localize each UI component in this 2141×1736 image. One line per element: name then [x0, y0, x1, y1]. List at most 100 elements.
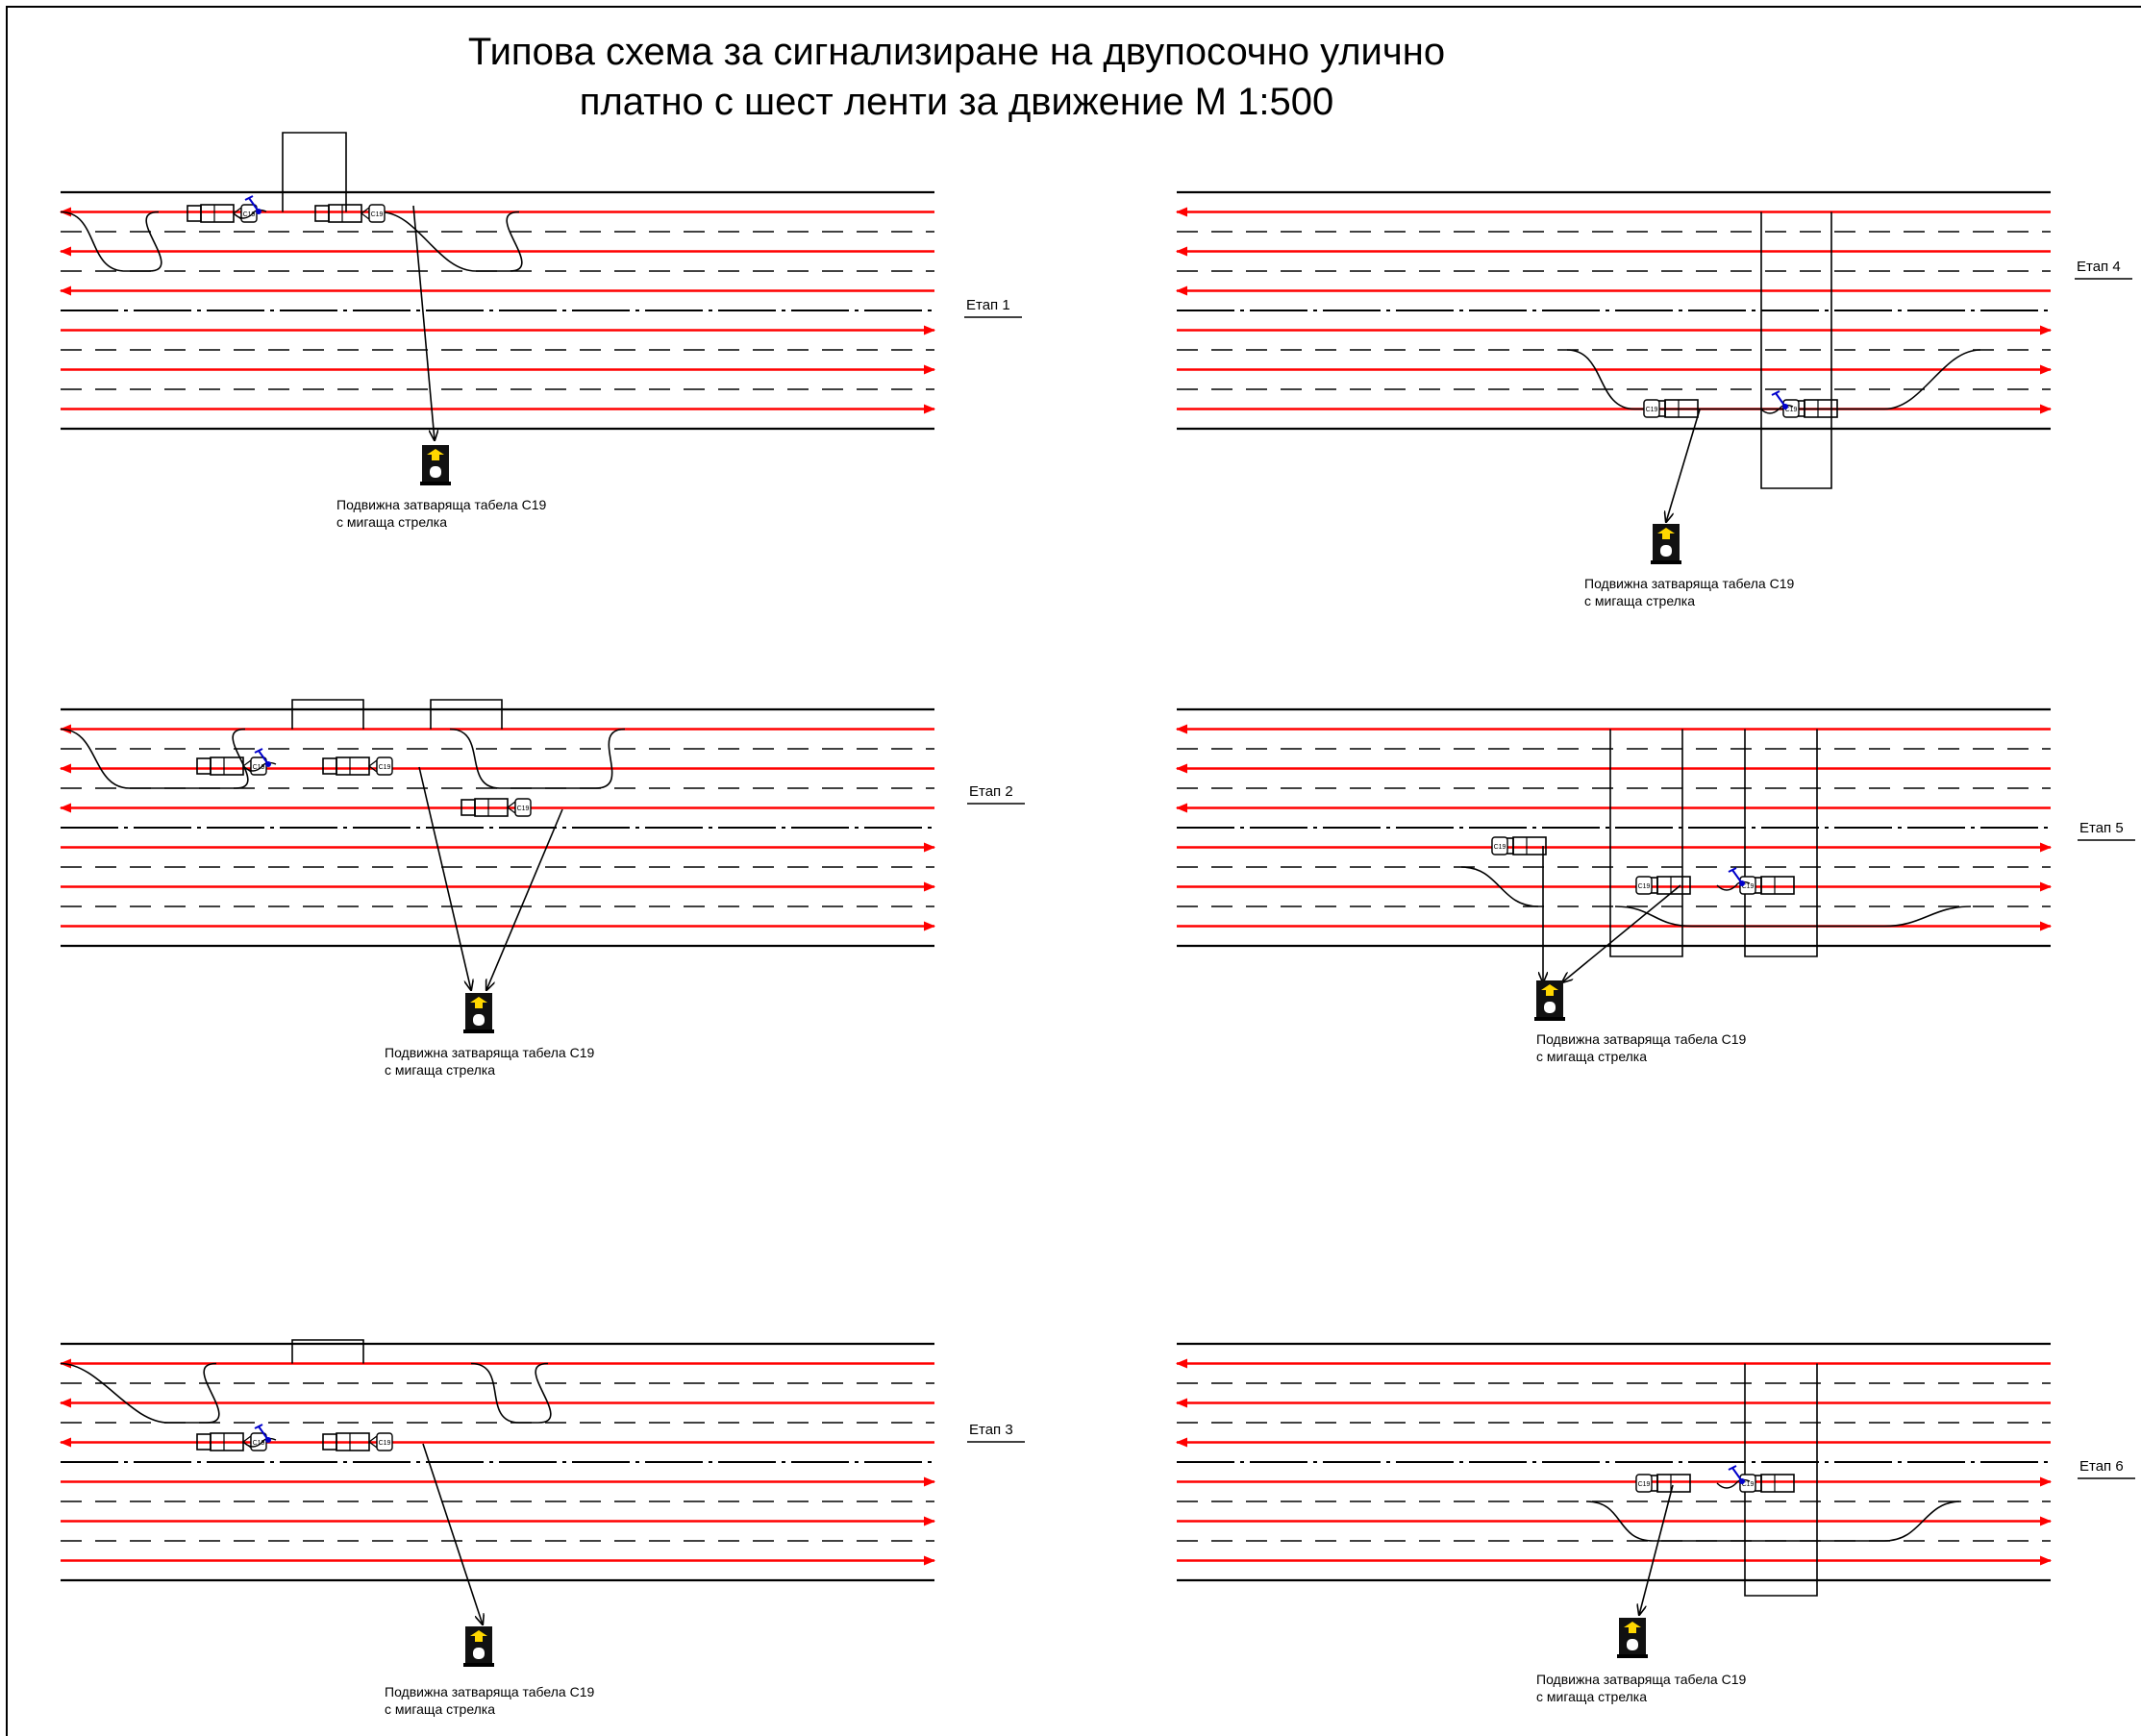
worker-dot [1739, 1478, 1745, 1484]
trailer-sign-code: С19 [1638, 1481, 1651, 1488]
board-light [473, 1648, 485, 1659]
vehicle-cab [196, 757, 212, 775]
trailer-sign [514, 798, 532, 817]
worker-bar [254, 748, 263, 754]
trailer-sign-code: С19 [379, 1440, 391, 1447]
trailer-sign-code: С19 [1494, 844, 1506, 851]
cable [1759, 404, 1794, 414]
flashing-arrow [1541, 984, 1558, 996]
board-base [463, 1029, 494, 1033]
vehicle-cab [322, 757, 337, 775]
dimension-bracket [1609, 729, 1683, 957]
board-light [1627, 1639, 1638, 1650]
board-light [1544, 1002, 1556, 1013]
worker-bar [1728, 1465, 1737, 1471]
vehicle-cab [187, 205, 202, 222]
work-vehicle: С19 [1635, 876, 1691, 895]
trailer-sign [1635, 1474, 1653, 1493]
trailer-sign-code: С19 [253, 764, 265, 771]
dimension-bracket [291, 699, 364, 730]
worker-dot [265, 1437, 271, 1443]
work-vehicle: С19 [1635, 1474, 1691, 1493]
leader-arrow [486, 808, 563, 990]
tow-bar [361, 206, 370, 221]
cable [233, 209, 267, 219]
trailer-sign [376, 756, 393, 776]
worker-bar [1728, 867, 1737, 873]
board-base [420, 482, 451, 485]
flashing-arrow [1657, 528, 1675, 539]
leader-arrow [1639, 1484, 1674, 1615]
stage-label: Етап 4 [2077, 259, 2121, 275]
stage-label: Етап 2 [969, 783, 1013, 800]
vehicle-cab [314, 205, 330, 222]
flashing-arrow [427, 449, 444, 460]
worker-dot [1739, 880, 1745, 886]
title-line-2: платно с шест ленти за движение М 1:500 [579, 81, 1334, 123]
cable [1716, 880, 1751, 891]
scheme-title: Типова схема за сигнализиране на двупосо… [0, 27, 1913, 127]
work-vehicle: С19 [1716, 1465, 1795, 1493]
dimension-bracket [430, 699, 503, 730]
stage-panel-1: С19 С19 Етап 1 Подвижна затваряща табела С1… [60, 132, 1022, 530]
work-vehicle: С19 [322, 1432, 393, 1451]
sign-caption-line-2: с мигаща стрелка [385, 1062, 495, 1078]
vehicle-cab [322, 1433, 337, 1451]
vehicle-body [200, 204, 235, 223]
board-base [463, 1663, 494, 1667]
work-vehicle: С19 [461, 798, 532, 817]
vehicle-body [1656, 1474, 1691, 1493]
work-vehicle: С19 [314, 204, 386, 223]
flashing-arrow [470, 1630, 487, 1642]
leader-arrow [418, 766, 471, 990]
vehicle-cab [461, 799, 476, 816]
title-line-1: Типова схема за сигнализиране на двупосо… [467, 31, 1446, 73]
vehicle-cab [196, 1433, 212, 1451]
trailer-sign-code: С19 [371, 211, 384, 218]
board-base [1651, 560, 1681, 564]
dimension-bracket [1744, 729, 1818, 957]
sign-caption-line-2: с мигаща стрелка [1536, 1049, 1647, 1064]
closure-taper [60, 728, 249, 789]
sign-caption-line-2: с мигаща стрелка [1536, 1689, 1647, 1704]
sign-caption-line-2: с мигаща стрелка [336, 514, 447, 530]
leader-arrow [1562, 884, 1681, 982]
board-light [1660, 545, 1672, 557]
mobile-arrow-board [463, 1626, 494, 1667]
mobile-arrow-board [1617, 1618, 1648, 1658]
trailer-sign [376, 1432, 393, 1451]
board-base [1534, 1017, 1565, 1021]
cable [242, 1437, 277, 1448]
board-base [1617, 1654, 1648, 1658]
worker-bar [244, 195, 254, 201]
mobile-arrow-board [463, 993, 494, 1033]
stage-label: Етап 5 [2079, 820, 2124, 836]
stage-label: Етап 3 [969, 1422, 1013, 1438]
work-vehicle: С19 [1759, 390, 1838, 418]
closure-taper [470, 1362, 552, 1424]
vehicle-body [1760, 876, 1795, 895]
closure-taper [1566, 349, 1981, 410]
stage-label: Етап 1 [966, 297, 1010, 313]
sign-caption-line-1: Подвижна затваряща табела С19 [1584, 576, 1794, 591]
closure-taper [1585, 1500, 1962, 1542]
closure-taper [379, 211, 523, 272]
worker-bar [1771, 390, 1780, 396]
leader-arrow [412, 205, 435, 440]
closure-taper [1460, 866, 1539, 907]
mobile-arrow-board [1534, 980, 1565, 1021]
stage-panel-5: С19 С19 С19 Етап 5 Подвижна затваряща табела… [1176, 707, 2135, 1064]
cable [1716, 1478, 1751, 1489]
trailer-sign-code: С19 [1742, 1481, 1755, 1488]
trailer-sign-code: С19 [517, 806, 530, 812]
trailer-sign-code: С19 [1785, 407, 1798, 413]
stage-label: Етап 6 [2079, 1458, 2124, 1475]
board-light [473, 1014, 485, 1026]
trailer-sign [368, 204, 386, 223]
board-light [430, 466, 441, 478]
work-vehicle: С19 [196, 1424, 277, 1451]
sign-caption-line-2: с мигаща стрелка [1584, 593, 1695, 608]
closure-taper [1614, 905, 1972, 928]
vehicle-body [1760, 1474, 1795, 1493]
vehicle-body [210, 756, 244, 776]
